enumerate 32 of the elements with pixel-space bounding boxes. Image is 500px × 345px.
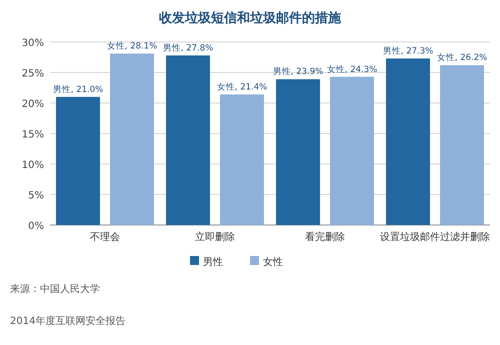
bar [440, 65, 484, 225]
bar [386, 58, 430, 225]
data-label: 男性, 21.0% [52, 84, 104, 95]
data-label: 女性, 28.1% [106, 40, 158, 52]
bar [276, 79, 320, 225]
y-tick-label: 30% [22, 38, 44, 49]
data-label: 女性, 24.3% [326, 64, 378, 75]
data-label: 男性, 23.9% [272, 66, 324, 78]
y-tick-label: 25% [22, 68, 44, 80]
y-tick-label: 20% [22, 99, 44, 110]
y-tick-label: 0% [28, 221, 44, 232]
bar [56, 96, 100, 225]
legend-label: 男性 [203, 256, 223, 268]
x-tick-label: 立即删除 [195, 231, 235, 243]
chart-title: 收发垃圾短信和垃圾邮件的措施 [159, 10, 342, 26]
x-tick-label: 看完删除 [305, 231, 345, 243]
bar [166, 55, 210, 225]
bar [330, 76, 374, 225]
y-tick-label: 15% [22, 130, 44, 140]
x-tick-label: 不理会 [90, 231, 120, 243]
legend-label: 女性 [263, 256, 283, 268]
data-label: 男性, 27.8% [162, 42, 214, 54]
data-label: 女性, 26.2% [436, 52, 488, 64]
y-tick-label: 5% [28, 190, 44, 202]
data-label: 男性, 27.3% [382, 45, 434, 56]
data-label: 女性, 21.4% [216, 81, 268, 92]
y-tick-label: 10% [22, 160, 44, 171]
bar [110, 54, 154, 225]
source-note: 来源：中国人民大学 [10, 283, 100, 295]
text: 2014年度互联网安全报告 [10, 315, 126, 327]
bar [220, 94, 264, 225]
x-tick-label: 设置垃圾邮件过滤并删除 [380, 231, 490, 243]
